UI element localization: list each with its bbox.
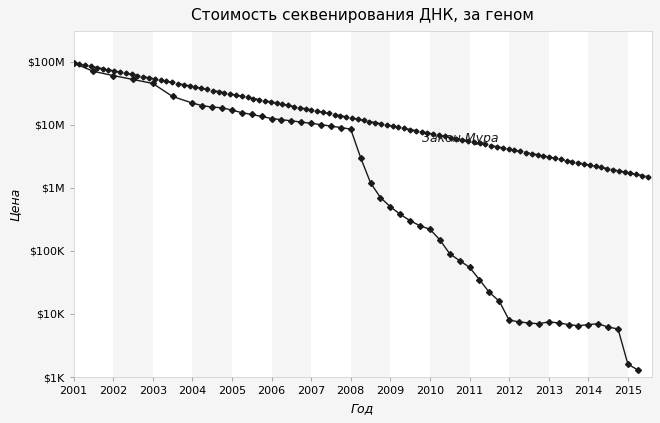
Bar: [311, 31, 350, 377]
Bar: [390, 31, 430, 377]
Bar: [73, 31, 113, 377]
Bar: [469, 31, 509, 377]
X-axis label: Год: Год: [351, 402, 374, 415]
Bar: [628, 31, 660, 377]
Bar: [232, 31, 271, 377]
Title: Стоимость секвенирования ДНК, за геном: Стоимость секвенирования ДНК, за геном: [191, 8, 534, 23]
Text: Закон Мура: Закон Мура: [422, 132, 498, 145]
Bar: [548, 31, 588, 377]
Bar: [152, 31, 192, 377]
Y-axis label: Цена: Цена: [9, 188, 21, 221]
